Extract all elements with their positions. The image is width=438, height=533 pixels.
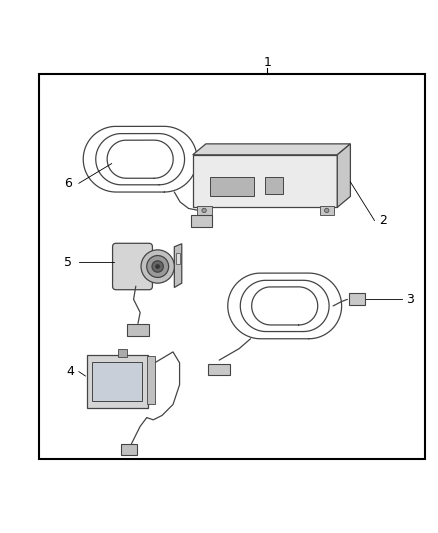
- Text: 4: 4: [66, 365, 74, 378]
- FancyBboxPatch shape: [176, 253, 180, 264]
- FancyBboxPatch shape: [265, 177, 283, 194]
- Polygon shape: [337, 144, 350, 207]
- Text: 5: 5: [64, 256, 72, 269]
- FancyBboxPatch shape: [349, 293, 365, 305]
- Polygon shape: [193, 144, 350, 155]
- Text: 3: 3: [406, 293, 413, 306]
- FancyBboxPatch shape: [92, 362, 142, 401]
- FancyBboxPatch shape: [147, 356, 155, 405]
- FancyBboxPatch shape: [39, 74, 425, 459]
- FancyBboxPatch shape: [197, 206, 212, 215]
- FancyBboxPatch shape: [121, 445, 137, 455]
- FancyBboxPatch shape: [320, 206, 334, 215]
- Circle shape: [152, 261, 163, 272]
- FancyBboxPatch shape: [193, 155, 337, 207]
- Polygon shape: [174, 244, 182, 287]
- Circle shape: [325, 208, 329, 213]
- FancyBboxPatch shape: [210, 177, 254, 197]
- FancyBboxPatch shape: [127, 324, 149, 336]
- FancyBboxPatch shape: [208, 364, 230, 375]
- Text: 1: 1: [263, 56, 271, 69]
- Circle shape: [147, 255, 169, 278]
- Circle shape: [141, 250, 174, 283]
- Circle shape: [155, 264, 160, 269]
- Text: 6: 6: [64, 177, 72, 190]
- Circle shape: [202, 208, 206, 213]
- FancyBboxPatch shape: [191, 215, 212, 227]
- Text: 2: 2: [379, 214, 387, 227]
- FancyBboxPatch shape: [118, 349, 127, 357]
- FancyBboxPatch shape: [113, 243, 152, 290]
- FancyBboxPatch shape: [87, 356, 148, 408]
